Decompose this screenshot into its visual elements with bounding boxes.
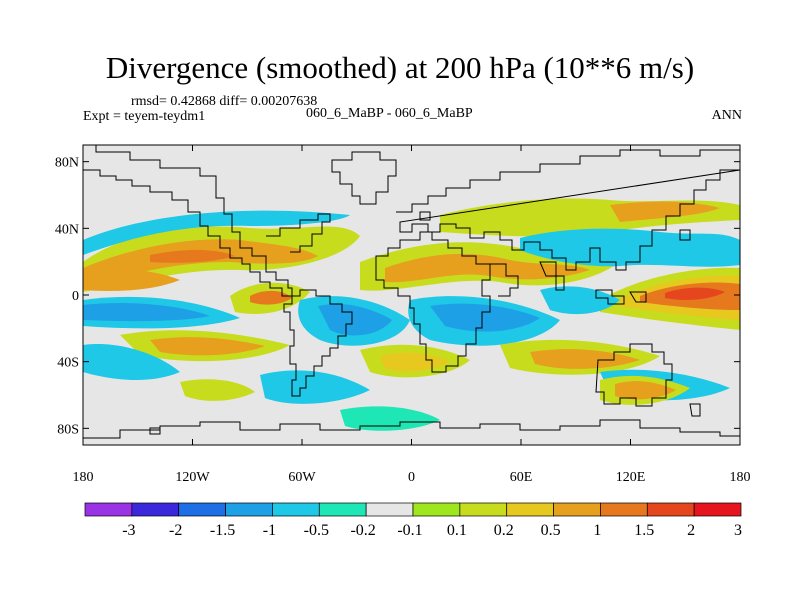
colorbar-swatch <box>365 502 414 517</box>
field-blue-tropical-belt <box>83 303 210 322</box>
coastline-eurasia <box>396 149 740 271</box>
lon-tick-label: 120W <box>175 470 210 485</box>
field-orange-south-pacific <box>150 337 265 356</box>
field-cyan-south-pacific <box>83 344 180 380</box>
case-comparison-label: 060_6_MaBP - 060_6_MaBP <box>306 106 473 121</box>
coastline-arabia-india <box>490 261 565 297</box>
field-band-central-pacific-orange <box>83 269 180 291</box>
field-blue-south-america-atlantic <box>318 303 392 336</box>
divergence-field <box>83 198 740 431</box>
coastline-north-america <box>83 145 293 297</box>
lon-tick-label: 0 <box>408 470 415 485</box>
coastline-australia <box>595 343 673 407</box>
field-orange-south-indian <box>530 349 640 369</box>
colorbar-label: 0.1 <box>447 522 467 539</box>
lon-tick-label: 180 <box>730 470 751 485</box>
colorbar-label: -1.5 <box>210 522 235 539</box>
experiment-label: Expt = teyem-teydm1 <box>83 109 206 124</box>
colorbar-swatch <box>225 502 273 517</box>
lat-tick-label: 40S <box>57 356 79 371</box>
colorbar-swatch <box>646 502 695 517</box>
coastlines <box>83 145 740 439</box>
coastline-maritime-continent <box>595 289 647 305</box>
colorbar-label: -0.5 <box>304 522 329 539</box>
figure-title: Divergence (smoothed) at 200 hPa (10**6 … <box>105 50 695 85</box>
colorbar-swatch <box>84 502 133 517</box>
colorbar-swatch <box>178 502 226 517</box>
latitude-axis: 80N 40N 0 40S 80S <box>55 156 740 437</box>
field-band-asia-orange <box>610 201 720 222</box>
colorbar-swatch <box>459 502 508 517</box>
colorbar-label: 0.2 <box>494 522 514 539</box>
colorbar-swatch <box>506 502 554 517</box>
field-cyan-asia <box>520 228 740 267</box>
lon-tick-label: 60E <box>510 470 533 485</box>
field-cyan-maritime <box>540 286 620 315</box>
lon-tick-label: 60W <box>288 470 316 485</box>
field-cyan-south-atlantic <box>260 370 370 404</box>
colorbar-label: -1 <box>263 522 276 539</box>
coastline-central-america <box>266 213 331 253</box>
colorbar-swatch <box>131 502 180 517</box>
field-orange-australia <box>615 381 676 400</box>
lat-tick-label: 80N <box>55 156 79 171</box>
field-blue-indian-ocean <box>430 303 540 332</box>
colorbar-label: -2 <box>169 522 182 539</box>
colorbar-label: 3 <box>734 522 742 539</box>
coastline-islands <box>149 211 691 435</box>
colorbar-label: -3 <box>122 522 135 539</box>
colorbar-label: -0.1 <box>397 522 422 539</box>
colorbar-swatch <box>553 502 601 517</box>
colorbar-swatch <box>693 502 742 517</box>
field-cyan-high-south <box>340 406 440 431</box>
field-cyan-north-pacific <box>83 210 350 255</box>
coastline-new-zealand <box>689 403 701 417</box>
coastline-europe-africa <box>375 231 491 373</box>
colorbar-swatch <box>600 502 648 517</box>
colorbar-label: 1 <box>593 522 601 539</box>
coastline-greenland <box>331 151 397 205</box>
lat-tick-label: 0 <box>72 289 79 304</box>
colorbar-swatch <box>272 502 320 517</box>
rmsd-diff-stats: rmsd= 0.42868 diff= 0.00207638 <box>131 94 318 109</box>
colorbar-label: 2 <box>687 522 695 539</box>
lon-tick-label: 180 <box>73 470 94 485</box>
field-green-southeast-pacific <box>180 379 255 401</box>
colorbar: -3 -2 -1.5 -1 -0.5 -0.2 -0.1 0.1 0.2 0.5 1 1.5 2 3 <box>84 502 742 539</box>
field-band-atlantic-africa-orange <box>385 253 590 283</box>
field-core-north-pacific <box>150 249 235 263</box>
season-label: ANN <box>711 108 742 123</box>
colorbar-label: 1.5 <box>634 522 654 539</box>
colorbar-label: 0.5 <box>541 522 561 539</box>
longitude-axis: 180 120W 60W 0 60E 120E 180 <box>73 145 751 485</box>
lat-tick-label: 80S <box>57 422 79 437</box>
colorbar-swatch <box>412 502 461 517</box>
colorbar-swatch <box>318 502 367 517</box>
lon-tick-label: 120E <box>616 470 646 485</box>
lat-tick-label: 40N <box>55 222 79 237</box>
field-core-west-pacific <box>665 287 725 300</box>
coastline-antarctica <box>83 419 740 439</box>
coastline-south-america <box>283 289 353 397</box>
colorbar-label: -0.2 <box>350 522 375 539</box>
